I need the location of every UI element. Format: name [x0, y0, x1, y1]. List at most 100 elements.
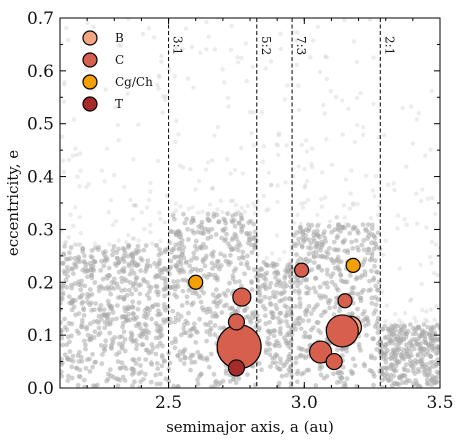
background-point — [250, 236, 255, 241]
background-point — [277, 329, 283, 334]
background-point — [306, 303, 312, 309]
background-point — [112, 172, 117, 178]
background-point — [156, 260, 162, 266]
background-point — [361, 124, 366, 130]
background-point — [295, 212, 300, 218]
background-point — [126, 287, 132, 293]
background-point — [418, 348, 424, 354]
background-point — [308, 240, 314, 246]
background-point — [289, 247, 295, 252]
background-point — [179, 303, 185, 308]
background-point — [278, 31, 283, 36]
background-point — [61, 251, 66, 257]
background-point — [424, 225, 429, 230]
background-point — [321, 102, 326, 108]
background-point — [152, 35, 157, 40]
background-point — [111, 276, 117, 282]
background-point — [65, 264, 70, 270]
background-point — [249, 279, 254, 284]
background-point — [155, 292, 161, 298]
background-point — [260, 159, 265, 164]
asteroid-points — [188, 257, 363, 377]
background-point — [78, 287, 84, 293]
background-point — [73, 146, 78, 151]
background-point — [278, 356, 283, 362]
background-point — [121, 265, 127, 271]
background-point — [423, 153, 428, 158]
background-point — [354, 59, 360, 65]
background-point — [138, 363, 143, 368]
background-point — [211, 371, 217, 377]
background-point — [271, 314, 277, 320]
background-point — [347, 206, 353, 211]
background-point — [339, 375, 344, 381]
background-point — [252, 246, 257, 251]
background-point — [133, 202, 138, 208]
background-point — [284, 319, 289, 324]
background-point — [370, 222, 375, 228]
x-tick-label: 3.0 — [291, 393, 318, 413]
background-point — [369, 295, 375, 301]
background-point — [308, 5, 312, 9]
background-point — [157, 210, 162, 216]
background-point — [87, 260, 93, 266]
data-point — [325, 352, 343, 371]
background-point — [373, 295, 378, 300]
background-point — [178, 357, 183, 363]
background-point — [129, 291, 135, 297]
background-point — [296, 108, 302, 113]
background-point — [252, 211, 257, 216]
background-point — [190, 205, 195, 210]
background-point — [329, 279, 335, 285]
background-point — [240, 255, 246, 261]
background-point — [67, 250, 72, 256]
background-point — [311, 307, 316, 312]
background-point — [334, 215, 339, 220]
background-point — [130, 357, 136, 362]
background-point — [284, 372, 289, 378]
background-point — [285, 268, 291, 273]
background-point — [284, 340, 289, 346]
background-point — [122, 337, 128, 342]
background-point — [272, 294, 278, 300]
background-point — [123, 240, 129, 245]
background-point — [83, 365, 89, 371]
background-point — [152, 274, 158, 280]
background-point — [173, 45, 178, 50]
background-point — [61, 99, 67, 104]
background-point — [119, 334, 125, 339]
background-point — [201, 241, 206, 247]
background-point — [264, 255, 269, 261]
background-point — [200, 257, 206, 263]
background-point — [327, 305, 332, 311]
background-point — [262, 313, 268, 319]
background-point — [296, 345, 302, 351]
background-point — [279, 373, 285, 379]
background-point — [148, 180, 153, 186]
background-point — [60, 373, 65, 379]
background-point — [404, 222, 409, 227]
background-point — [419, 358, 425, 364]
background-point — [132, 236, 137, 241]
background-point — [104, 146, 110, 151]
background-point — [175, 384, 181, 388]
background-point — [161, 287, 167, 293]
background-point — [175, 279, 181, 284]
background-point — [255, 313, 260, 319]
background-point — [186, 206, 191, 211]
background-point — [214, 303, 220, 309]
background-point — [379, 326, 385, 332]
background-point — [246, 314, 252, 319]
background-point — [275, 183, 280, 188]
background-point — [118, 294, 123, 300]
background-point — [315, 212, 320, 218]
background-point — [225, 288, 231, 293]
background-point — [145, 348, 150, 353]
background-point — [212, 275, 218, 281]
background-point — [148, 360, 154, 366]
background-point — [385, 326, 391, 332]
background-point — [190, 352, 196, 358]
background-point — [239, 145, 244, 151]
background-point — [198, 267, 204, 273]
background-point — [208, 319, 213, 325]
